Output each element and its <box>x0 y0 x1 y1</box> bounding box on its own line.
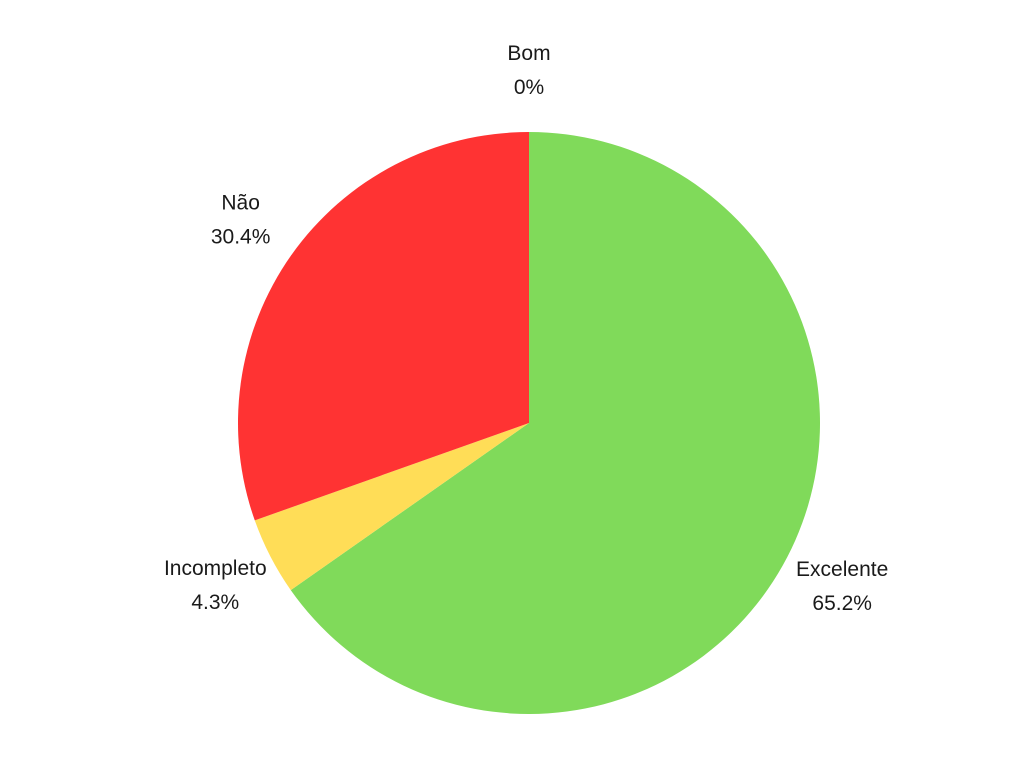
pie-slice-nao <box>237 132 529 521</box>
pie-slices <box>237 132 820 714</box>
pie-slice-incompleto <box>254 423 529 591</box>
slice-label-bom: Bom <box>507 42 550 65</box>
slice-label-incompleto: Incompleto <box>164 557 267 580</box>
slice-value-excelente: 65.2% <box>812 592 872 615</box>
slice-value-incompleto: 4.3% <box>191 591 239 614</box>
slice-label-excelente: Excelente <box>796 558 888 581</box>
slice-value-nao: 30.4% <box>211 225 271 248</box>
pie-labels: Excelente 65.2% Incompleto 4.3% Não 30.4% Bom 0… <box>164 42 888 615</box>
slice-value-bom: 0% <box>514 76 544 99</box>
pie-slice-excelente <box>290 132 820 714</box>
slice-label-nao: Não <box>221 191 260 214</box>
